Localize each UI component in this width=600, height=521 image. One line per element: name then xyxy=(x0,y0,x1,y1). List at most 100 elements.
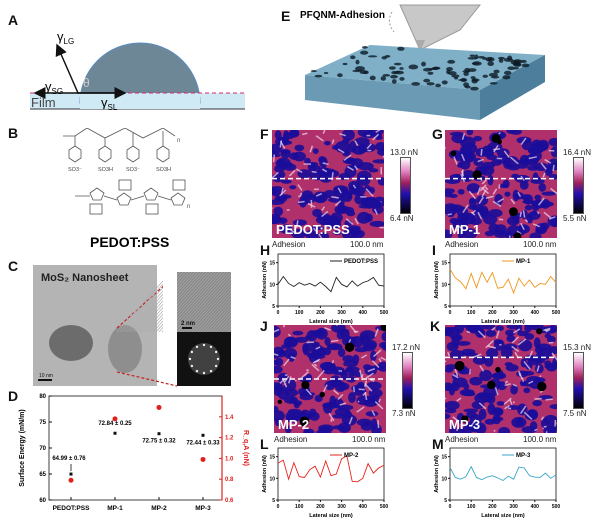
nanosheet xyxy=(108,325,142,373)
data-label: 72.44 ± 0.33 xyxy=(186,440,220,446)
panel-label-g: G xyxy=(432,126,443,142)
panel-label-h: H xyxy=(260,242,271,258)
x-axis-label: Lateral size (nm) xyxy=(309,513,353,518)
y-tick-label: 15 xyxy=(441,455,447,461)
sample-label: MP-3 xyxy=(449,417,480,432)
repeat-n-pss: n xyxy=(177,138,180,144)
film-label: Film xyxy=(31,95,56,110)
colorbar xyxy=(402,352,413,409)
panel-label-e: E xyxy=(281,8,291,24)
x-tick-label: 200 xyxy=(316,310,325,316)
surface-energy-point xyxy=(201,433,205,437)
roughness-point xyxy=(112,416,118,422)
sulfonate-group: SO3⁻ xyxy=(68,167,82,173)
y-tick-label: 10 xyxy=(441,476,447,482)
sample-label: PEDOT:PSS xyxy=(276,222,350,237)
channel-label: Adhesion xyxy=(445,240,479,249)
surface-energy-point xyxy=(113,431,117,435)
x-tick-label: 0 xyxy=(449,504,452,510)
channel-label: Adhesion xyxy=(272,240,306,249)
roughness-point xyxy=(156,404,162,410)
channel-label: Adhesion xyxy=(274,435,308,444)
x-tick-label: 100 xyxy=(295,310,304,316)
afm-adhesion-map: MP-2 xyxy=(274,325,386,433)
y-tick-label: 65 xyxy=(39,472,46,478)
plot-frame xyxy=(48,395,223,501)
y-tick-label: 5 xyxy=(444,498,447,504)
afm-3d-schematic xyxy=(305,4,545,120)
gamma-lg: γ xyxy=(57,29,64,44)
x-tick-label: 200 xyxy=(488,504,497,510)
gamma-sl: γ xyxy=(101,95,108,110)
adhesion-profile-chart: 0 100 200 300 400 500 5 10 15 PEDOT:PSS Adhesion (… xyxy=(262,253,389,324)
x-axis-label: Lateral size (nm) xyxy=(481,513,525,518)
x-tick-label: 300 xyxy=(337,504,346,510)
plot-frame xyxy=(449,447,557,501)
fft-spot xyxy=(202,371,206,375)
afm-adhesion-map: MP-1 xyxy=(445,130,557,238)
svg-text:γSL: γSL xyxy=(101,95,118,112)
adhesion-profile-chart: 0 100 200 300 400 500 5 10 15 MP-2 Adhesion (nN) La… xyxy=(262,447,388,518)
colorbar xyxy=(573,157,584,214)
colorbar-min: 7.3 nN xyxy=(392,409,416,418)
colorbar-max: 15.3 nN xyxy=(563,343,592,352)
panel-label-a: A xyxy=(8,12,19,28)
gamma-sg: γ xyxy=(45,79,52,94)
x-tick-label: 100 xyxy=(467,504,476,510)
droplet xyxy=(79,42,201,104)
scale-label: 100.0 nm xyxy=(350,240,384,249)
y-tick-label: 5 xyxy=(272,304,275,310)
sulfonic-acid-group: SO3H xyxy=(98,167,113,173)
fft-spot xyxy=(195,369,199,373)
colorbar xyxy=(573,352,584,409)
fft-spot xyxy=(214,350,218,354)
scale-label: 100.0 nm xyxy=(523,435,557,444)
sulfonic-acid-group: SO3H xyxy=(156,167,171,173)
data-label: 72.84 ± 0.25 xyxy=(98,421,132,427)
legend-label: MP-2 xyxy=(344,453,359,459)
y2-tick-label: 1.2 xyxy=(225,436,234,442)
x-tick-label: 400 xyxy=(531,504,540,510)
y-tick-label: 75 xyxy=(39,420,46,426)
category-label: MP-2 xyxy=(151,505,167,512)
legend-label: MP-3 xyxy=(516,453,531,459)
series-line-mp-1 xyxy=(449,268,557,295)
adhesion-profile-chart: 0 100 200 300 400 500 5 10 15 MP-1 Adhesion (nN) La… xyxy=(434,253,560,324)
data-label: 64.99 ± 0.76 xyxy=(52,456,86,462)
colorbar xyxy=(400,157,411,214)
colorbar-min: 5.5 nN xyxy=(563,214,587,223)
data-label: 72.75 ± 0.32 xyxy=(142,439,176,445)
y-tick-label: 10 xyxy=(269,282,275,288)
category-label: MP-1 xyxy=(107,505,123,512)
x-tick-label: 0 xyxy=(277,504,280,510)
roughness-point xyxy=(68,477,74,483)
scale-label: 100.0 nm xyxy=(523,240,557,249)
channel-label: Adhesion xyxy=(445,435,479,444)
pedot-pss-name: PEDOT:PSS xyxy=(90,234,170,250)
y2-tick-label: 1.0 xyxy=(225,456,234,462)
fft-spot xyxy=(195,345,199,349)
x-tick-label: 100 xyxy=(295,504,304,510)
y-tick-label: 70 xyxy=(39,446,46,452)
legend-label: PEDOT:PSS xyxy=(344,259,378,265)
legend-label: MP-1 xyxy=(516,259,531,265)
panel-label-i: I xyxy=(432,242,436,258)
fft-spot xyxy=(188,357,192,361)
y-axis-label: Adhesion (nN) xyxy=(262,261,268,299)
x-tick-label: 500 xyxy=(380,310,389,316)
y-axis-label: Adhesion (nN) xyxy=(434,261,440,299)
series-line-pedot-pss xyxy=(277,275,385,293)
x-tick-label: 0 xyxy=(277,310,280,316)
y-tick-label: 5 xyxy=(444,304,447,310)
panel-label-k: K xyxy=(430,318,441,334)
plot-frame xyxy=(277,447,385,501)
fft-spot xyxy=(209,369,213,373)
category-label: MP-3 xyxy=(195,505,211,512)
gamma-lg-arrow xyxy=(55,43,79,94)
surface-energy-point xyxy=(69,472,73,476)
y-tick-label: 5 xyxy=(272,498,275,504)
y2-tick-label: 1.4 xyxy=(225,415,234,421)
x-tick-label: 500 xyxy=(552,504,561,510)
fft-spot xyxy=(216,357,220,361)
panel-label-b: B xyxy=(8,125,19,141)
